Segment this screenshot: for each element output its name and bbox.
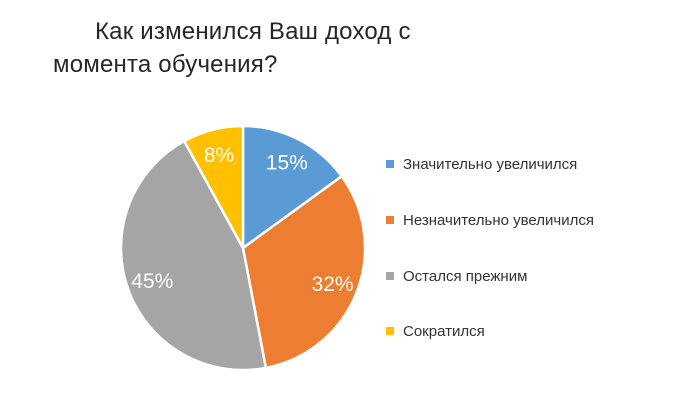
chart-title-line-2: момента обучения? xyxy=(53,51,278,78)
pie-percent-label-1: 15% xyxy=(266,151,308,174)
pie-percent-label-2: 32% xyxy=(312,273,354,296)
pie-percent-label-4: 8% xyxy=(204,144,234,167)
legend-label-2: Незначительно увеличился xyxy=(403,211,594,229)
legend-swatch-icon xyxy=(386,216,394,224)
chart-title-line-1: Как изменился Ваш доход с xyxy=(95,18,411,45)
pie-percent-label-3: 45% xyxy=(131,270,173,293)
legend-swatch-icon xyxy=(386,327,394,335)
legend-swatch-icon xyxy=(386,160,394,168)
pie-slice-2 xyxy=(241,174,367,370)
legend-item-4: Сократился xyxy=(386,321,485,341)
pie-slice-3 xyxy=(119,139,268,372)
legend-item-3: Остался прежним xyxy=(386,266,527,286)
legend-label-1: Значительно увеличился xyxy=(403,155,578,173)
chart-title: Как изменился Ваш доход с момента обучен… xyxy=(53,15,483,81)
legend-label-4: Сократился xyxy=(403,322,485,340)
legend-label-3: Остался прежним xyxy=(403,267,528,285)
legend-item-1: Значительно увеличился xyxy=(386,154,577,174)
pie-slice-4 xyxy=(182,124,245,249)
legend: Значительно увеличился Незначительно увел… xyxy=(386,0,696,417)
legend-item-2: Незначительно увеличился xyxy=(386,210,594,230)
legend-swatch-icon xyxy=(386,272,394,280)
pie-slice-1 xyxy=(241,124,344,251)
